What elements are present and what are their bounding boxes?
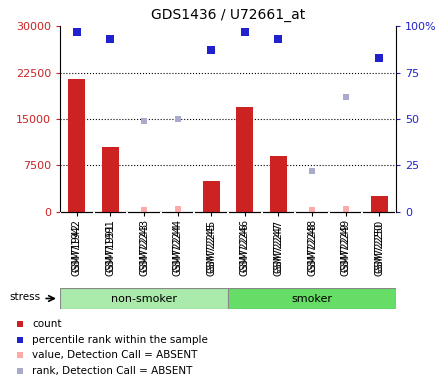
Text: GSM71942: GSM71942 — [72, 223, 82, 276]
Bar — [203, 181, 220, 212]
Text: stress: stress — [9, 292, 40, 302]
Text: value, Detection Call = ABSENT: value, Detection Call = ABSENT — [32, 350, 198, 360]
Text: GSM72250: GSM72250 — [374, 219, 384, 273]
Bar — [102, 147, 119, 212]
Text: GSM72244: GSM72244 — [173, 219, 182, 273]
Text: percentile rank within the sample: percentile rank within the sample — [32, 335, 208, 345]
Text: GSM72245: GSM72245 — [206, 223, 216, 276]
Text: GSM72244: GSM72244 — [173, 223, 182, 276]
Title: GDS1436 / U72661_at: GDS1436 / U72661_at — [151, 9, 305, 22]
Text: GSM71942: GSM71942 — [72, 219, 82, 272]
Text: GSM72249: GSM72249 — [341, 219, 351, 273]
Text: GSM71991: GSM71991 — [105, 219, 115, 272]
Text: GSM72247: GSM72247 — [274, 223, 283, 276]
Text: GSM71991: GSM71991 — [105, 223, 115, 276]
Text: rank, Detection Call = ABSENT: rank, Detection Call = ABSENT — [32, 366, 193, 375]
Text: GSM72250: GSM72250 — [374, 223, 384, 276]
Text: GSM72243: GSM72243 — [139, 219, 149, 273]
Text: GSM72245: GSM72245 — [206, 219, 216, 273]
Bar — [371, 196, 388, 212]
Text: GSM72246: GSM72246 — [240, 219, 250, 273]
Bar — [60, 288, 228, 309]
Bar — [236, 106, 253, 212]
Text: GSM72246: GSM72246 — [240, 223, 250, 276]
Bar — [228, 288, 396, 309]
Bar — [69, 79, 85, 212]
Text: GSM72248: GSM72248 — [307, 223, 317, 276]
Bar — [270, 156, 287, 212]
Text: smoker: smoker — [291, 294, 332, 303]
Text: count: count — [32, 319, 62, 329]
Text: non-smoker: non-smoker — [111, 294, 177, 303]
Text: GSM72247: GSM72247 — [274, 219, 283, 273]
Text: GSM72249: GSM72249 — [341, 223, 351, 276]
Text: GSM72243: GSM72243 — [139, 223, 149, 276]
Text: GSM72248: GSM72248 — [307, 219, 317, 273]
